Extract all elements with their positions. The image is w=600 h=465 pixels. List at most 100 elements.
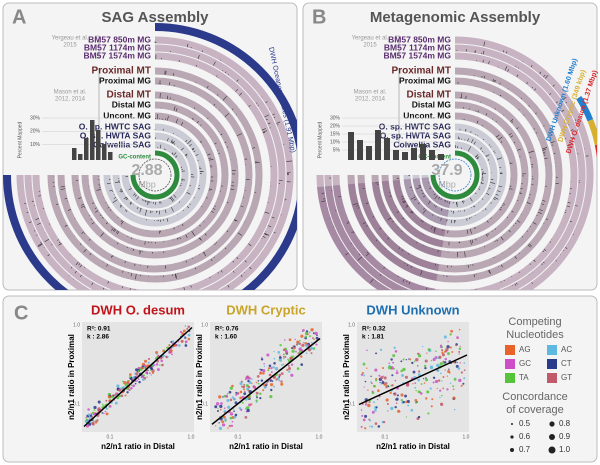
legend-title: of coverage — [506, 404, 563, 416]
coverage-spike — [224, 141, 227, 143]
coverage-spike — [483, 41, 486, 47]
scatter-point — [116, 396, 120, 400]
coverage-spike — [195, 65, 197, 67]
scatter-point — [128, 380, 130, 382]
coverage-spike — [199, 237, 201, 241]
stat-k: k : 1.81 — [362, 334, 384, 341]
track-shade — [412, 177, 450, 217]
coverage-spike — [481, 198, 484, 200]
coverage-spike — [498, 185, 503, 188]
scatter-point — [375, 352, 378, 355]
scatter-point — [107, 408, 109, 410]
coverage-spike — [535, 132, 538, 134]
scatter-point — [364, 427, 367, 430]
coverage-spike — [88, 238, 91, 241]
scatter-point — [218, 422, 220, 424]
coverage-spike — [513, 142, 516, 144]
scatter-point — [269, 383, 274, 387]
coverage-spike — [109, 189, 113, 192]
percent-tick: 30% — [330, 115, 341, 121]
scatter-point — [463, 369, 466, 372]
scatter-point — [425, 378, 429, 382]
scatter-point — [85, 418, 88, 421]
coverage-spike — [57, 239, 59, 241]
legend-title: Concordance — [502, 391, 567, 403]
scatter-point — [447, 352, 451, 356]
coverage-spike — [422, 209, 427, 214]
scatter-point — [390, 406, 394, 411]
coverage-spike — [543, 125, 545, 127]
coverage-spike — [541, 203, 544, 205]
coverage-spike — [100, 214, 102, 217]
stat-r2: R²: 0.76 — [215, 326, 239, 333]
legend-label: GT — [561, 373, 572, 382]
scatter-point — [263, 385, 267, 389]
percent-label: Percent Mapped — [17, 121, 23, 158]
coverage-spike — [565, 247, 568, 249]
scatter-point — [216, 409, 219, 413]
scatter-point — [227, 427, 229, 429]
scatter-point — [285, 352, 287, 354]
coverage-spike — [428, 200, 431, 202]
coverage-spike — [433, 227, 437, 233]
coverage-spike — [466, 218, 468, 221]
size-value: 2.88 — [131, 162, 162, 179]
scatter-point — [426, 390, 430, 394]
scatter-point — [162, 356, 164, 359]
scatter-point — [92, 420, 95, 423]
scatter-point — [380, 376, 384, 380]
scatter-point — [363, 374, 366, 377]
scatter-point — [134, 368, 139, 372]
percent-bar — [108, 152, 113, 160]
scatter-point — [288, 366, 292, 370]
scatter-point — [224, 420, 227, 422]
coverage-spike — [526, 202, 531, 205]
scatter-point — [374, 368, 378, 372]
scatter-point — [233, 397, 236, 401]
coverage-spike — [119, 205, 123, 208]
scatter-point — [379, 348, 383, 352]
track-label: Distal MT — [107, 90, 151, 101]
coverage-spike — [174, 273, 177, 278]
coverage-spike — [167, 95, 169, 100]
legend-label: 1.0 — [559, 445, 571, 454]
scatter-point — [247, 396, 251, 399]
coverage-spike — [346, 222, 350, 225]
coverage-spike — [92, 202, 95, 204]
coverage-spike — [159, 144, 162, 149]
coverage-spike — [440, 198, 442, 201]
coverage-spike — [511, 121, 514, 124]
coverage-spike — [426, 287, 428, 290]
coverage-spike — [435, 205, 437, 208]
scatter-point — [130, 387, 133, 390]
scatter-point — [400, 393, 404, 397]
scatter-point — [283, 357, 285, 360]
scatter-point — [417, 354, 422, 358]
coverage-spike — [262, 236, 266, 238]
scatter-point — [278, 356, 282, 359]
coverage-spike — [446, 200, 448, 203]
coverage-spike — [120, 220, 123, 223]
coverage-spike — [220, 133, 223, 136]
coverage-spike — [501, 264, 503, 268]
coverage-spike — [517, 148, 521, 151]
coverage-spike — [410, 196, 416, 200]
track-ring — [92, 112, 218, 238]
coverage-spike — [126, 198, 128, 200]
scatter-point — [168, 351, 172, 354]
scatter-point — [443, 335, 447, 339]
panel-title: SAG Assembly — [102, 9, 210, 26]
coverage-spike — [180, 122, 184, 126]
coverage-spike — [488, 144, 490, 146]
coverage-spike — [276, 121, 281, 124]
coverage-spike — [408, 281, 411, 285]
scatter-point — [455, 344, 457, 347]
scatter-point — [268, 364, 272, 368]
scatter-point — [420, 383, 423, 385]
percent-bar — [438, 154, 444, 160]
coverage-spike — [192, 148, 195, 151]
scatter-point — [282, 348, 286, 352]
scatter-point — [275, 378, 278, 381]
coverage-spike — [119, 204, 122, 207]
scatter-point — [178, 341, 180, 343]
